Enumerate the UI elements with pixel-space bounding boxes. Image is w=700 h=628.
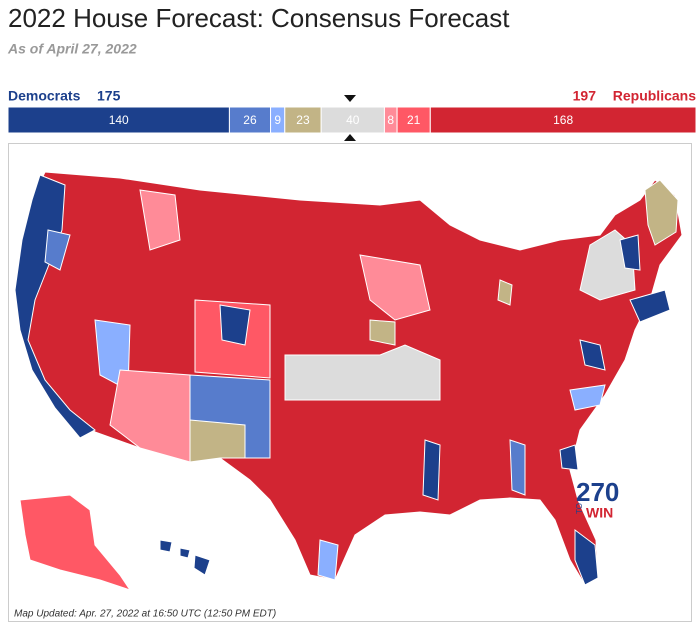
subtitle: As of April 27, 2022 bbox=[7, 41, 137, 57]
democrats-label: Democrats bbox=[8, 88, 81, 104]
logo-number: 270 bbox=[576, 477, 619, 507]
map-updated: Map Updated: Apr. 27, 2022 at 16:50 UTC … bbox=[14, 609, 276, 620]
logo-to: TO bbox=[575, 503, 584, 514]
us-map bbox=[14, 171, 683, 591]
bar-segment bbox=[320, 106, 385, 134]
democrats-total: 175 bbox=[97, 88, 121, 104]
forecast-bar: 140 26 9 23 40 8 21 168 bbox=[7, 106, 697, 134]
bar-segment bbox=[429, 106, 697, 134]
republicans-label: Republicans bbox=[613, 88, 696, 104]
title: 2022 House Forecast: Consensus Forecast bbox=[8, 3, 510, 33]
bar-segment bbox=[7, 106, 230, 134]
segment-label: 8 bbox=[387, 113, 394, 127]
republicans-total: 197 bbox=[573, 88, 597, 104]
bar-segment bbox=[228, 106, 272, 134]
segment-label: 140 bbox=[109, 113, 129, 127]
majority-marker bbox=[344, 95, 356, 102]
segment-label: 9 bbox=[274, 113, 281, 127]
majority-marker bbox=[344, 134, 356, 141]
segment-label: 40 bbox=[346, 113, 360, 127]
bar-segment bbox=[284, 106, 322, 134]
segment-label: 168 bbox=[553, 113, 573, 127]
segment-label: 26 bbox=[243, 113, 257, 127]
segment-label: 23 bbox=[296, 113, 310, 127]
segment-label: 21 bbox=[407, 113, 421, 127]
bar-segment bbox=[396, 106, 431, 134]
logo-win: WIN bbox=[586, 505, 613, 521]
